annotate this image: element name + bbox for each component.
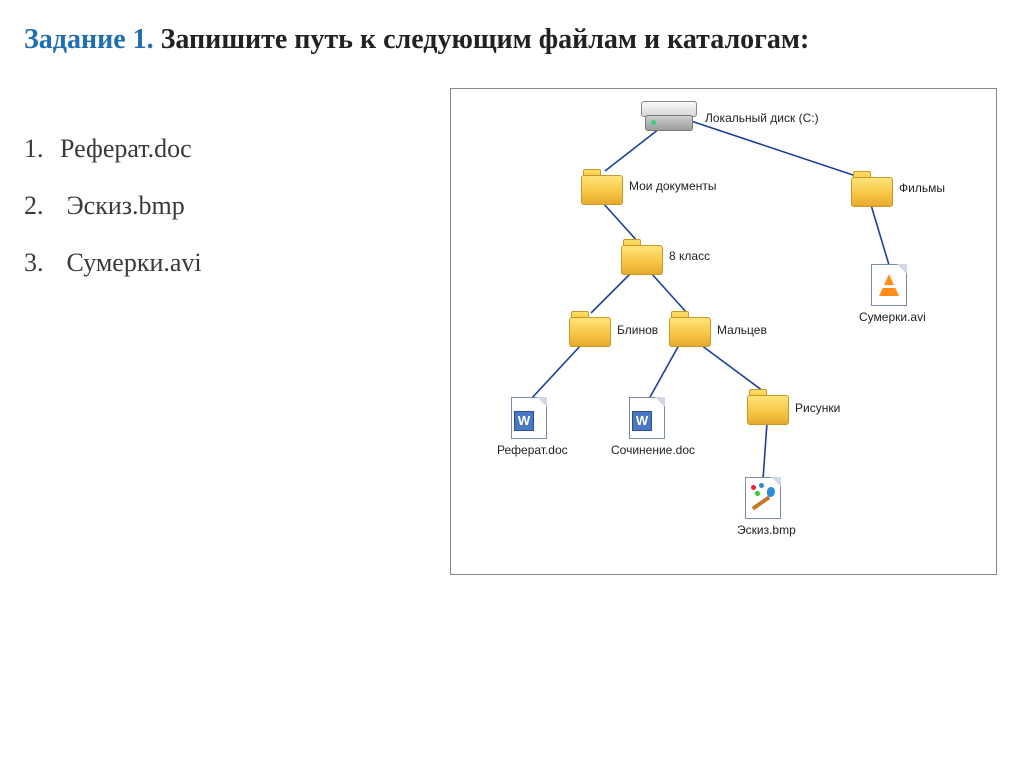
tree-node-sumerki: Сумерки.avi bbox=[871, 264, 907, 306]
doc-file-icon: W bbox=[629, 397, 665, 439]
list-num: 3. bbox=[24, 234, 60, 291]
slide: Задание 1. Запишите путь к следующим фай… bbox=[0, 0, 1024, 767]
node-label: Рисунки bbox=[795, 401, 840, 415]
list-item: 1.Реферат.doc bbox=[24, 120, 202, 177]
file-list: 1.Реферат.doc 2. Эскиз.bmp 3. Сумерки.av… bbox=[24, 120, 202, 292]
tree-node-sochin: WСочинение.doc bbox=[629, 397, 665, 439]
bmp-file-icon bbox=[745, 477, 781, 519]
node-label: 8 класс bbox=[669, 249, 710, 263]
folder-icon bbox=[581, 169, 621, 203]
list-item: 3. Сумерки.avi bbox=[24, 234, 202, 291]
doc-file-icon: W bbox=[511, 397, 547, 439]
title-prefix: Задание 1. bbox=[24, 24, 154, 55]
tree-node-referat: WРеферат.doc bbox=[511, 397, 547, 439]
list-num: 2. bbox=[24, 177, 60, 234]
list-num: 1. bbox=[24, 120, 60, 177]
title-text: Запишите путь к следующим файлам и катал… bbox=[154, 24, 810, 55]
node-label: Локальный диск (C:) bbox=[705, 111, 819, 125]
node-label: Сумерки.avi bbox=[859, 310, 926, 324]
file-tree-diagram: Локальный диск (C:) Мои документы Фильмы 8 … bbox=[450, 88, 997, 575]
folder-icon bbox=[669, 311, 709, 345]
folder-icon bbox=[747, 389, 787, 423]
node-label: Реферат.doc bbox=[497, 443, 568, 457]
folder-icon bbox=[621, 239, 661, 273]
video-file-icon bbox=[871, 264, 907, 306]
node-label: Сочинение.doc bbox=[611, 443, 695, 457]
tree-node-risunki: Рисунки bbox=[747, 389, 787, 423]
tree-node-class8: 8 класс bbox=[621, 239, 661, 273]
node-label: Блинов bbox=[617, 323, 658, 337]
tree-node-eskiz: Эскиз.bmp bbox=[745, 477, 781, 519]
tree-node-maltsev: Мальцев bbox=[669, 311, 709, 345]
list-text: Эскиз.bmp bbox=[67, 191, 185, 220]
list-item: 2. Эскиз.bmp bbox=[24, 177, 202, 234]
tree-node-blinov: Блинов bbox=[569, 311, 609, 345]
node-label: Мои документы bbox=[629, 179, 716, 193]
drive-icon bbox=[641, 101, 695, 131]
folder-icon bbox=[851, 171, 891, 205]
task-title: Задание 1. Запишите путь к следующим фай… bbox=[24, 24, 809, 56]
tree-node-drive: Локальный диск (C:) bbox=[641, 101, 695, 131]
tree-node-films: Фильмы bbox=[851, 171, 891, 205]
folder-icon bbox=[569, 311, 609, 345]
node-label: Мальцев bbox=[717, 323, 767, 337]
node-label: Эскиз.bmp bbox=[737, 523, 796, 537]
node-label: Фильмы bbox=[899, 181, 945, 195]
list-text: Реферат.doc bbox=[60, 134, 192, 163]
list-text: Сумерки.avi bbox=[67, 248, 202, 277]
tree-node-docs: Мои документы bbox=[581, 169, 621, 203]
